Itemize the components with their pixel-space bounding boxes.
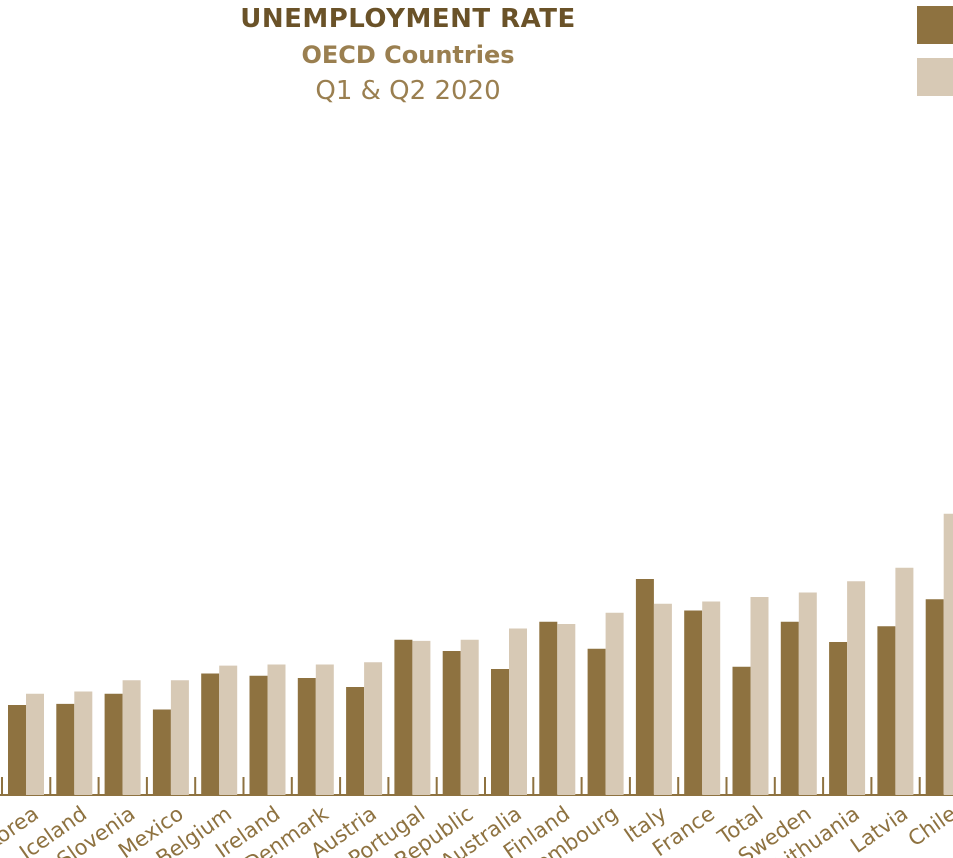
bar-q2	[847, 581, 866, 795]
bar-q1	[491, 669, 509, 795]
bar-q2	[26, 693, 44, 795]
bar-q2	[170, 680, 189, 795]
bar-q1	[297, 678, 316, 795]
bar-q1	[732, 666, 751, 795]
bar-q1	[394, 639, 413, 795]
legend-swatch-q2	[917, 58, 953, 96]
bar-q2	[653, 603, 672, 795]
bar-q2	[895, 567, 914, 795]
bar-q1	[684, 610, 703, 795]
bar-q1	[249, 675, 268, 795]
bar-q1	[442, 651, 461, 795]
bar-q2	[122, 680, 141, 795]
bar-q1	[56, 703, 75, 795]
bar-q1	[587, 648, 606, 795]
bar-q1	[152, 709, 171, 795]
chart-title: UNEMPLOYMENT RATE	[240, 4, 576, 34]
bar-q2	[509, 628, 527, 795]
bar-q1	[925, 599, 944, 795]
bar-q1	[201, 673, 220, 795]
bar-q1	[104, 693, 123, 795]
bar-q1	[829, 642, 848, 795]
bar-q2	[74, 691, 93, 795]
bar-q1	[780, 621, 799, 795]
bar-q2	[412, 640, 431, 795]
legend-swatch-q1	[917, 6, 953, 44]
bar-q1	[635, 579, 654, 795]
bar-q2	[267, 664, 286, 795]
bar-q1	[539, 621, 558, 795]
x-tick-label: Chile	[904, 801, 953, 851]
bar-q2	[557, 624, 576, 795]
bar-q2	[943, 513, 953, 795]
bar-q2	[750, 597, 769, 795]
bar-q2	[605, 612, 624, 795]
chart-header: UNEMPLOYMENT RATE OECD Countries Q1 & Q2…	[208, 0, 608, 109]
bar-q2	[364, 662, 383, 795]
bar-q2	[460, 639, 479, 795]
bar-q1	[877, 626, 896, 795]
chart-period: Q1 & Q2 2020	[315, 76, 501, 106]
bar-q2	[798, 592, 817, 795]
bar-q1	[346, 687, 365, 795]
bar-q2	[219, 665, 238, 795]
chart-subtitle: OECD Countries	[301, 41, 515, 69]
bar-q2	[315, 664, 334, 795]
bar-q2	[702, 601, 721, 795]
bar-q1	[8, 705, 26, 795]
